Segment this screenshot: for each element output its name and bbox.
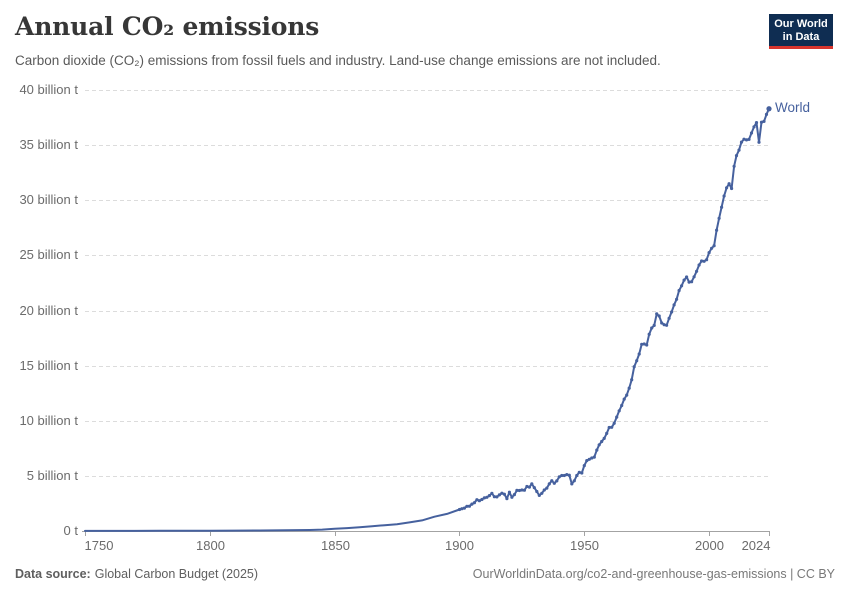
license-note: OurWorldinData.org/co2-and-greenhouse-ga… (472, 567, 835, 581)
data-source-value: Global Carbon Budget (2025) (94, 567, 259, 581)
footer: Data source: Global Carbon Budget (2025) … (15, 567, 835, 581)
owid-logo: Our World in Data (769, 14, 833, 49)
data-source-note: Data source: Global Carbon Budget (2025) (15, 567, 258, 581)
logo-text-line2: in Data (782, 31, 820, 43)
series-end-dot (766, 106, 772, 112)
chart-subtitle: Carbon dioxide (CO₂) emissions from foss… (15, 53, 661, 68)
page-title: Annual CO₂ emissions (15, 12, 320, 41)
data-point-markers (457, 107, 771, 512)
world-series-line (84, 107, 770, 532)
series-end-label: World (775, 99, 811, 115)
data-source-label: Data source: (15, 567, 91, 581)
logo-text-line1: Our World (774, 18, 828, 30)
